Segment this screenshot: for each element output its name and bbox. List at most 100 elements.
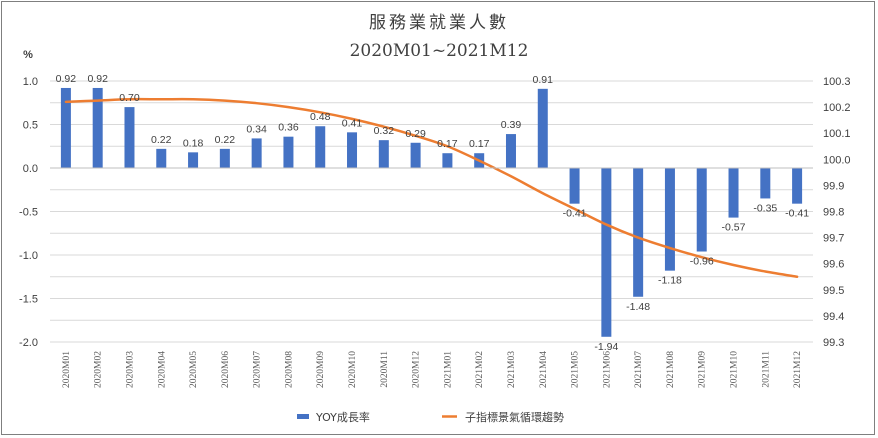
y-tick-label: -1.5 (19, 294, 38, 306)
x-tick-label: 2021M12 (793, 351, 803, 388)
y2-tick-label: 99.5 (823, 285, 844, 297)
y2-tick-label: 99.3 (823, 337, 844, 349)
legend-label-trend: 子指標景氣循環趨勢 (465, 410, 564, 424)
y-axis-unit: % (23, 49, 33, 61)
data-labels: 0.92 0.92 0.70 0.22 0.18 0.22 0.34 0.36 0.48 0.41… (56, 73, 810, 353)
x-tick-label: 2021M01 (443, 351, 453, 388)
y2-tick-label: 99.7 (823, 233, 844, 245)
bar-data-label: -0.41 (785, 208, 809, 220)
trend-line (64, 97, 799, 278)
legend-label-yoy: YOY成長率 (315, 410, 370, 424)
y2-tick-label: 100.0 (823, 154, 851, 166)
bar-data-label: 0.17 (437, 138, 458, 150)
x-tick-label: 2021M09 (698, 351, 708, 388)
bar (124, 107, 135, 168)
bar (537, 88, 548, 168)
y2-tick-label: 99.6 (823, 259, 844, 271)
x-tick-label: 2021M07 (634, 351, 644, 388)
y2-tick-label: 99.8 (823, 207, 844, 219)
bar-data-label: -0.96 (690, 256, 714, 268)
x-tick-label: 2021M10 (730, 351, 740, 388)
y2-tick-label: 99.9 (823, 180, 844, 192)
x-tick-label: 2020M04 (157, 351, 167, 388)
bar (505, 134, 516, 168)
x-tick-label: 2021M08 (666, 351, 676, 388)
x-tick-label: 2021M11 (761, 351, 771, 388)
x-tick-label: 2020M09 (316, 351, 326, 388)
x-tick-label: 2020M07 (253, 351, 263, 388)
bar-data-label: -1.94 (594, 341, 618, 353)
bar-data-label: 0.22 (215, 134, 236, 146)
chart-title: 服務業就業人數 (369, 13, 509, 33)
x-tick-label: 2020M05 (189, 351, 199, 388)
chart-subtitle: 2020M01~2021M12 (350, 41, 529, 61)
bar (188, 152, 199, 168)
bar-data-label: 0.41 (342, 117, 363, 129)
bar-data-label: -0.57 (722, 222, 746, 234)
legend: YOY成長率 子指標景氣循環趨勢 (297, 410, 564, 424)
bar (728, 168, 739, 218)
bar (410, 142, 421, 168)
x-tick-label: 2020M12 (412, 351, 422, 388)
bar-data-label: 0.22 (151, 134, 172, 146)
x-tick-label: 2020M03 (125, 351, 135, 388)
bar-data-label: 0.91 (533, 74, 554, 86)
bar-data-label: -1.48 (626, 301, 650, 313)
bar (347, 132, 358, 168)
axes: 1.0 0.5 0.0 -0.5 -1.0 -1.5 -2.0 100.3 100.2 100.1… (19, 76, 851, 388)
bar-data-label: 0.92 (87, 73, 108, 85)
bar (219, 148, 230, 168)
bar-data-label: 0.70 (119, 92, 140, 104)
x-tick-label: 2021M05 (571, 351, 581, 388)
x-tick-label: 2020M01 (62, 351, 72, 388)
bar (378, 140, 389, 168)
x-tick-label: 2020M08 (284, 351, 294, 388)
bar-data-label: 0.18 (183, 137, 204, 149)
line-series (64, 97, 799, 278)
bar (664, 168, 675, 271)
bar (760, 168, 771, 199)
bar-data-label: 0.36 (278, 122, 299, 134)
x-tick-label: 2021M04 (539, 351, 549, 388)
bar-data-label: -0.41 (563, 208, 587, 220)
bar (442, 153, 453, 168)
x-tick-label: 2021M02 (475, 351, 485, 388)
y2-tick-label: 99.4 (823, 311, 844, 323)
bar (283, 136, 294, 168)
bar-data-label: 0.92 (56, 73, 77, 85)
bar-data-label: -1.18 (658, 275, 682, 287)
bar (156, 148, 167, 168)
y-tick-label: -0.5 (19, 207, 38, 219)
x-tick-label: 2021M06 (602, 351, 612, 388)
bar (251, 138, 262, 168)
bar (92, 87, 103, 168)
bar (792, 168, 803, 204)
y-tick-label: 1.0 (23, 76, 38, 88)
legend-swatch-yoy (297, 414, 309, 419)
bar-data-label: 0.29 (405, 128, 426, 140)
bar (315, 126, 326, 168)
bar-data-label: 0.17 (469, 138, 490, 150)
x-tick-label: 2020M06 (221, 351, 231, 388)
bar (60, 87, 71, 168)
bar-data-label: 0.34 (246, 123, 267, 135)
x-tick-label: 2020M02 (94, 351, 104, 388)
y-tick-label: -1.0 (19, 250, 38, 262)
bar (633, 168, 644, 297)
bar (569, 168, 580, 204)
bar-data-label: -0.35 (753, 202, 777, 214)
y-tick-label: 0.0 (23, 163, 38, 175)
x-tick-label: 2021M03 (507, 351, 517, 388)
y-tick-label: 0.5 (23, 120, 38, 132)
x-tick-label: 2020M11 (380, 351, 390, 388)
y-tick-label: -2.0 (19, 337, 38, 349)
bar (696, 168, 707, 252)
x-tick-label: 2020M10 (348, 351, 358, 388)
y2-tick-label: 100.2 (823, 102, 851, 114)
bar-series (60, 87, 803, 337)
y2-tick-label: 100.3 (823, 76, 851, 88)
y2-tick-label: 100.1 (823, 128, 851, 140)
bar (601, 168, 612, 337)
